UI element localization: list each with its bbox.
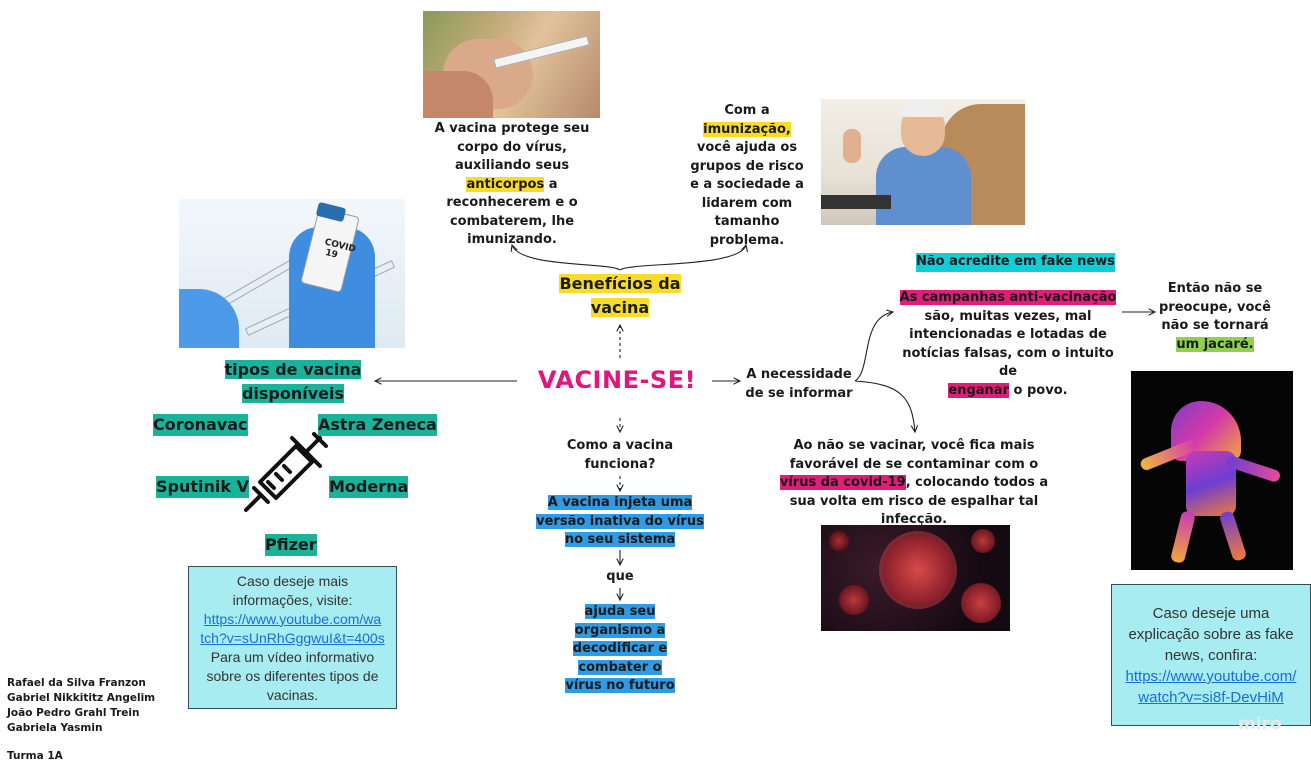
text-line: no seu sistema <box>564 532 676 547</box>
info-note-fake-news: Caso deseje uma explicação sobre as fake… <box>1111 584 1311 726</box>
text-line: sua volta em risco de espalhar tal <box>789 493 1039 509</box>
class-label: Turma 1A <box>7 750 63 762</box>
text-line: grupos de risco <box>690 158 804 174</box>
text-line: combater o <box>578 659 662 675</box>
injection-photo <box>423 11 600 118</box>
vaccine-item-astra-zeneca: Astra Zeneca <box>318 414 437 436</box>
text-line: versão inativa do vírus <box>536 513 704 529</box>
text-line: são, muitas vezes, mal <box>924 308 1092 324</box>
info-note-vaccine-types: Caso deseje mais informações, visite: ht… <box>188 566 397 709</box>
text-line: Ao não se vacinar, você fica mais <box>793 438 1035 453</box>
text-line: A vacina injeta uma <box>547 495 693 510</box>
text-line: infecção. <box>880 512 948 527</box>
benefits-title-line1: Benefícios da <box>559 274 681 293</box>
text-line: vírus no futuro <box>565 678 675 693</box>
text-line: Caso deseje uma <box>1152 605 1270 622</box>
text-line: explicação sobre as fake <box>1128 626 1294 643</box>
covid-vaccine-vial-photo: COVID 19 <box>179 199 405 348</box>
alligator-highlight: um jacaré. <box>1176 336 1254 352</box>
miro-watermark: miro <box>1238 714 1282 734</box>
youtube-link-fake-news[interactable]: https://www.youtube.com/watch?v=si8f-Dev… <box>1125 668 1297 706</box>
how-question: Como a vacina funciona? <box>552 437 688 474</box>
text-line: o povo. <box>1009 382 1068 398</box>
virus-photo <box>821 525 1010 631</box>
text-line: organismo a <box>574 622 666 638</box>
text-line: combaterem, lhe <box>449 213 575 229</box>
vaccine-types-title: tipos de vacina disponíveis <box>210 358 376 406</box>
text-line: Para um vídeo informativo <box>210 649 375 665</box>
how-connector: que <box>606 569 634 584</box>
text-line: problema. <box>709 232 785 248</box>
text-line: A necessidade <box>746 367 852 382</box>
text-line: a <box>544 176 558 192</box>
types-title-line2: disponíveis <box>241 384 345 403</box>
thumbs-up-man-photo <box>821 99 1025 225</box>
how-answer: A vacina injeta uma versão inativa do ví… <box>530 494 710 550</box>
text-line: funciona? <box>584 456 656 472</box>
text-line: Como a vacina <box>566 438 674 453</box>
immunization-highlight: imunização, <box>703 121 791 137</box>
benefits-right-text: Com a imunização, você ajuda os grupos d… <box>682 102 812 250</box>
text-line: intencionadas e lotadas de <box>909 327 1107 342</box>
inform-title: A necessidade de se informar <box>740 366 858 403</box>
text-line: Caso deseje mais <box>236 573 349 589</box>
text-line: e a sociedade a <box>690 177 804 192</box>
benefits-title-line2: vacina <box>590 298 650 317</box>
text-line: favorável de se contaminar com o <box>789 456 1039 472</box>
authors-list: Rafael da Silva Franzon Gabriel Nikkitit… <box>7 676 155 736</box>
youtube-link-vaccine-types[interactable]: https://www.youtube.com/wa tch?v=sUnRhGgg… <box>200 611 385 646</box>
how-result: ajuda seu organismo a decodificar e comb… <box>555 603 685 696</box>
text-line: ajuda seu <box>584 604 656 619</box>
campaign-highlight: As campanhas anti-vacinação <box>899 290 1117 305</box>
text-line: sobre os diferentes tipos de <box>206 668 379 684</box>
text-line: imunizando. <box>467 232 557 247</box>
text-line: vacinas. <box>266 687 319 703</box>
text-line: corpo do vírus, <box>457 139 567 155</box>
benefits-left-text: A vacina protege seu corpo do vírus, aux… <box>424 120 600 250</box>
text-line: preocupe, você <box>1159 299 1271 315</box>
text-line: auxiliando seus <box>454 158 570 173</box>
deceive-highlight: enganar <box>948 382 1009 398</box>
author-name: Gabriela Yasmin <box>7 722 103 734</box>
benefits-title: Benefícios da vacina <box>555 272 685 320</box>
text-line: de se informar <box>745 385 853 401</box>
text-line: não se tornará <box>1161 318 1269 333</box>
risk-text: Ao não se vacinar, você fica mais favorá… <box>772 437 1056 530</box>
alligator-art-image <box>1131 371 1293 570</box>
text-line: tamanho <box>714 214 780 229</box>
text-line: decodificar e <box>572 641 668 656</box>
text-line: A vacina protege seu <box>434 121 590 136</box>
text-line: você ajuda os <box>696 140 798 155</box>
anti-vax-campaign-text: As campanhas anti-vacinação são, muitas … <box>893 289 1123 400</box>
syringe-icon <box>240 430 328 514</box>
vaccine-item-moderna: Moderna <box>329 476 409 498</box>
types-title-line1: tipos de vacina <box>224 360 362 379</box>
text-line: lidarem com <box>701 195 793 211</box>
fake-news-header: Não acredite em fake news <box>916 253 1115 272</box>
text-line: news, confira: <box>1164 647 1258 664</box>
alligator-result-text: Então não se preocupe, você não se torna… <box>1152 280 1278 354</box>
author-name: João Pedro Grahl Trein <box>7 707 140 719</box>
text-line: Então não se <box>1167 281 1263 296</box>
text-line: notícias falsas, com o intuito de <box>902 345 1114 380</box>
vaccine-item-sputinik-v: Sputinik V <box>156 476 249 498</box>
author-name: Gabriel Nikkititz Angelim <box>7 692 156 704</box>
author-name: Rafael da Silva Franzon <box>7 677 146 689</box>
vaccine-item-pfizer: Pfizer <box>265 534 317 556</box>
antibodies-highlight: anticorpos <box>466 176 545 192</box>
text-line: Com a <box>724 103 770 118</box>
text-line: reconhecerem e o <box>446 195 578 210</box>
text-line: , colocando todos a <box>905 475 1049 490</box>
covid-virus-highlight: vírus da covid-19 <box>779 475 906 490</box>
vaccine-item-coronavac: Coronavac <box>153 414 248 436</box>
center-title: VACINE-SE! <box>537 366 697 394</box>
text-line: informações, visite: <box>232 592 353 608</box>
